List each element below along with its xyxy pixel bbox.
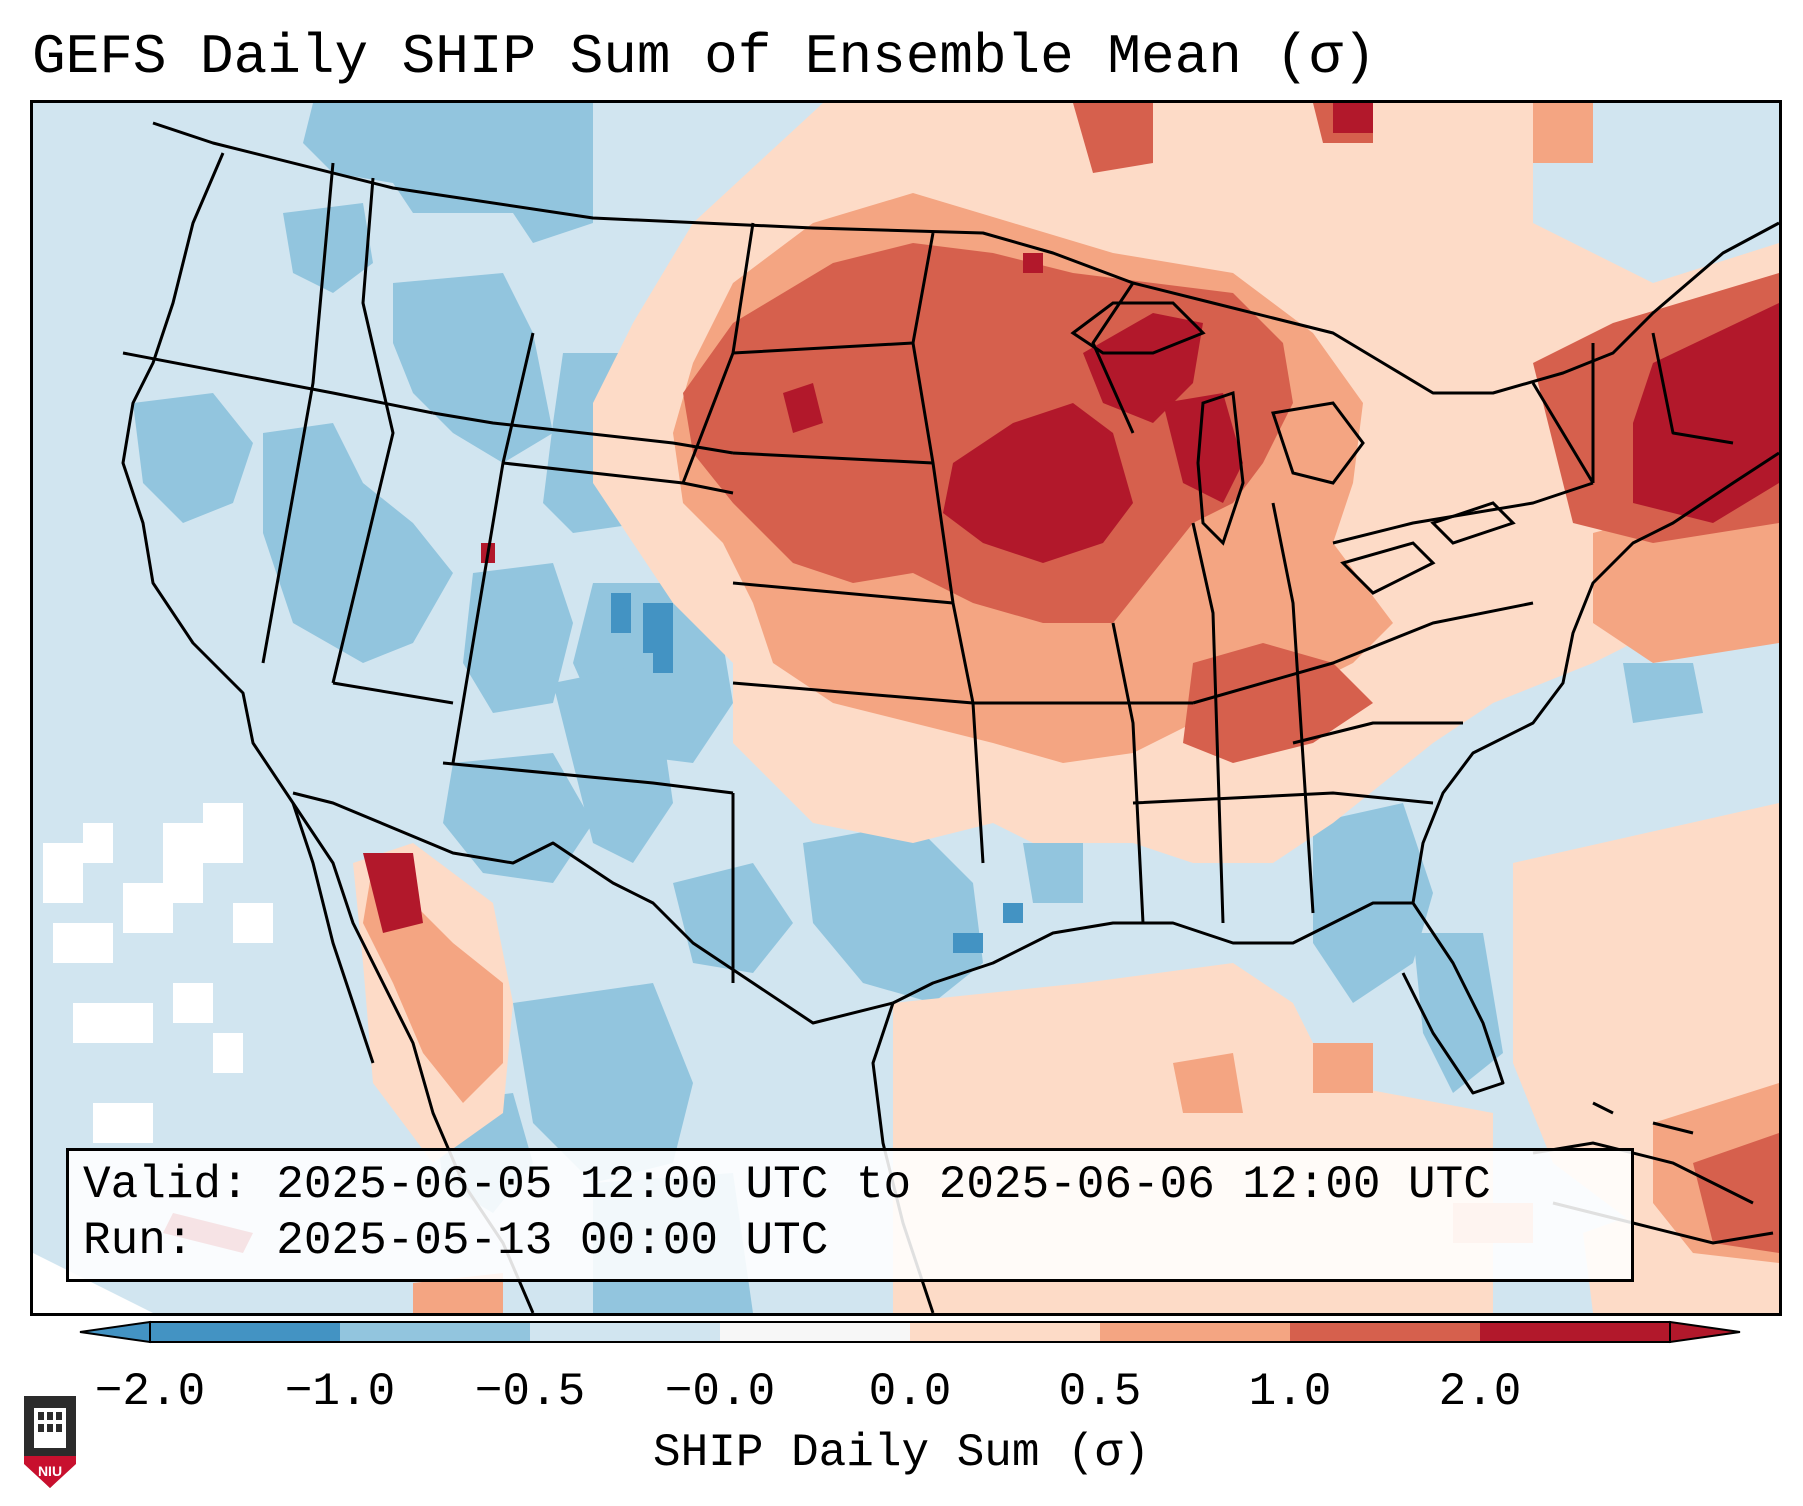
logo-banner [24,1456,76,1488]
colorbar-tick-label: 0.0 [868,1366,952,1418]
valid-row: Valid: 2025-06-05 12:00 UTC to 2025-06-0… [83,1157,1617,1213]
colorbar-segment [910,1322,1101,1342]
colorbar-segment [1290,1322,1481,1342]
colorbar-tick-label: 2.0 [1438,1366,1522,1418]
colorbar-tick-label: −2.0 [94,1366,206,1418]
colorbar-outline [149,1321,1671,1343]
anomaly-map [33,103,1779,1313]
lake-huron [1271,401,1365,485]
logo-text: NIU [38,1463,62,1479]
colorbar-tick-label: 1.0 [1248,1366,1332,1418]
colorbar-segment [1100,1322,1291,1342]
map-title: GEFS Daily SHIP Sum of Ensemble Mean (σ) [32,25,1377,89]
colorbar-segment [150,1322,341,1342]
run-label: Run: [83,1215,194,1267]
colorbar-tick-label: 0.5 [1058,1366,1142,1418]
niu-logo-icon: NIU [24,1396,76,1488]
gulf-coastline [892,901,1413,1005]
mexico-border [292,791,894,1025]
lake-erie [1340,541,1436,595]
florida-coastline [1401,902,1505,1095]
valid-value: 2025-06-05 12:00 UTC to 2025-06-06 12:00… [276,1159,1491,1211]
colorbar-tick-label: −1.0 [284,1366,396,1418]
colorbar-tick-label: −0.5 [474,1366,586,1418]
atlantic-coastline [1411,451,1779,904]
colorbar-extend-high [1669,1320,1741,1344]
pacific-coastline [121,152,465,1184]
great-lakes [1070,301,1516,595]
very-strong-positive-region [163,103,1779,1253]
valid-label: Valid: [83,1159,249,1211]
colorbar [79,1320,1741,1344]
colorbar-segments [79,1320,1741,1344]
colorbar-label: SHIP Daily Sum (σ) [653,1427,1150,1479]
colorbar-extend-low [79,1320,151,1344]
pacific-near-zero-region [43,803,273,1143]
valid-run-info-box: Valid: 2025-06-05 12:00 UTC to 2025-06-0… [66,1148,1634,1282]
map-panel [30,100,1782,1316]
baja-coastline [291,802,375,1064]
lake-superior [1070,301,1206,355]
map-corner [33,1253,153,1313]
canada-border [152,121,1779,395]
colorbar-segment [530,1322,721,1342]
colorbar-segment [720,1322,911,1342]
run-row: Run: 2025-05-13 00:00 UTC [83,1213,1617,1269]
colorbar-tick-label: −0.0 [664,1366,776,1418]
colorbar-segment [340,1322,531,1342]
colorbar-segment [1480,1322,1671,1342]
political-boundaries [121,121,1779,1313]
lake-michigan [1196,390,1245,546]
lake-ontario [1430,501,1516,545]
run-value: 2025-05-13 00:00 UTC [276,1215,829,1267]
